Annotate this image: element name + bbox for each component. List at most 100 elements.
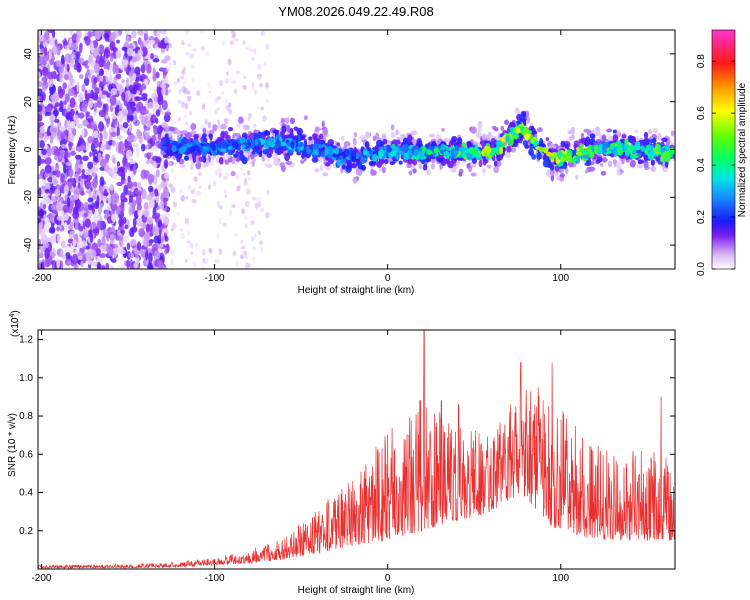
ridge-cell <box>323 148 330 156</box>
noise-speckle <box>94 30 101 40</box>
ridge-cell <box>493 160 498 167</box>
ridge-cell <box>670 130 675 137</box>
noise-speckle <box>47 30 55 34</box>
ridge-cell <box>475 152 480 158</box>
noise-speckle <box>74 162 79 173</box>
noise-speckle <box>149 39 156 45</box>
colorbar-tick-label: 0.6 <box>696 106 707 120</box>
noise-speckle <box>143 132 150 141</box>
ridge-cell <box>649 144 655 150</box>
noise-speckle <box>38 104 43 112</box>
ridge-cell <box>477 125 482 133</box>
noise-speckle <box>67 133 75 143</box>
noise-speckle <box>223 189 228 194</box>
ridge-cell <box>375 132 380 139</box>
noise-speckle <box>170 258 174 266</box>
ridge-cell <box>648 129 653 135</box>
ridge-cell <box>195 162 202 170</box>
noise-speckle <box>124 67 128 72</box>
ridge-cell <box>595 126 601 132</box>
noise-speckle <box>102 195 108 202</box>
ridge-cell <box>257 131 263 139</box>
ridge-cell <box>413 148 419 157</box>
ridge-cell <box>284 153 291 162</box>
noise-speckle <box>151 145 158 152</box>
noise-speckle <box>189 53 195 57</box>
ridge-cell <box>643 131 649 139</box>
noise-speckle <box>115 82 123 91</box>
noise-speckle <box>45 104 53 113</box>
noise-speckle <box>141 188 147 200</box>
noise-speckle <box>38 80 43 88</box>
ridge-cell <box>556 175 561 181</box>
ridge-cell <box>251 150 256 155</box>
ridge-cell <box>497 161 502 166</box>
noise-speckle <box>183 87 189 95</box>
noise-speckle <box>77 92 84 103</box>
ridge-cell <box>205 159 210 167</box>
ridge-cell <box>301 152 308 158</box>
noise-speckle <box>218 205 223 210</box>
noise-speckle <box>88 98 94 109</box>
noise-speckle <box>87 197 94 203</box>
ridge-cell <box>230 171 236 177</box>
noise-speckle <box>190 189 195 195</box>
noise-speckle <box>229 40 235 45</box>
ridge-cell <box>176 154 181 163</box>
noise-speckle <box>92 130 99 139</box>
y-tick-label: 1.2 <box>19 335 33 346</box>
noise-speckle <box>148 173 155 183</box>
noise-speckle <box>112 193 120 204</box>
ridge-cell <box>440 143 446 151</box>
ridge-cell <box>453 150 459 155</box>
ridge-cell <box>468 165 473 173</box>
ridge-cell <box>585 136 591 145</box>
ridge-cell <box>471 147 475 152</box>
ridge-cell <box>611 142 618 147</box>
noise-speckle <box>213 180 217 187</box>
noise-speckle <box>144 258 149 267</box>
noise-speckle <box>156 30 161 40</box>
noise-speckle <box>224 77 229 84</box>
noise-speckle <box>116 39 120 44</box>
noise-speckle <box>228 209 233 216</box>
noise-speckle <box>185 195 189 200</box>
ridge-cell <box>456 137 463 145</box>
noise-speckle <box>93 102 97 113</box>
ridge-cell <box>528 148 534 156</box>
noise-speckle <box>187 184 192 191</box>
noise-speckle <box>87 259 93 265</box>
ridge-cell <box>314 158 319 163</box>
noise-speckle <box>184 102 188 110</box>
noise-speckle <box>127 114 134 121</box>
noise-speckle <box>208 90 211 94</box>
noise-speckle <box>147 252 153 264</box>
ridge-cell <box>289 117 296 125</box>
ridge-cell <box>389 161 396 166</box>
noise-speckle <box>69 74 74 86</box>
ridge-cell <box>160 146 167 151</box>
ridge-cell <box>527 130 532 134</box>
noise-speckle <box>97 152 102 162</box>
ridge-cell <box>542 159 549 168</box>
noise-speckle <box>143 124 147 129</box>
ridge-cell <box>570 134 575 141</box>
ridge-cell <box>300 134 306 141</box>
noise-speckle <box>200 45 206 51</box>
noise-speckle <box>244 223 248 229</box>
noise-speckle <box>69 121 76 129</box>
ridge-cell <box>498 153 504 161</box>
noise-speckle <box>86 68 91 76</box>
noise-speckle <box>93 47 101 53</box>
ridge-cell <box>243 124 251 131</box>
noise-speckle <box>100 144 107 151</box>
ridge-cell <box>616 170 621 176</box>
noise-speckle <box>116 181 123 187</box>
ridge-cell <box>232 141 239 149</box>
noise-speckle <box>67 238 74 244</box>
colorbar-tick-label: 0.0 <box>696 262 707 276</box>
noise-speckle <box>124 224 129 230</box>
noise-speckle <box>260 30 266 37</box>
ridge-cell <box>168 126 176 132</box>
ridge-cell <box>350 163 357 169</box>
